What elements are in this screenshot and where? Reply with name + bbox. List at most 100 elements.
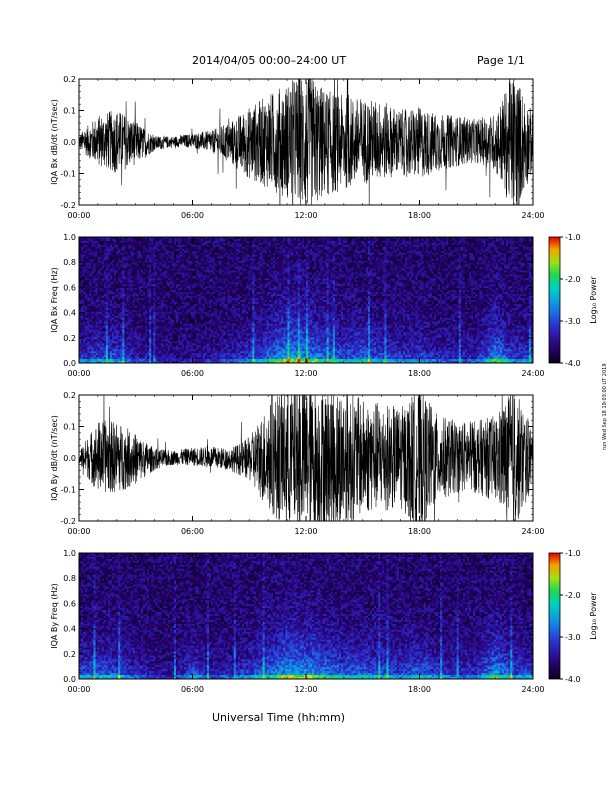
spectrogram-cell bbox=[118, 355, 121, 358]
spectrogram-cell bbox=[155, 278, 158, 281]
spectrogram-cell bbox=[138, 341, 142, 344]
spectrogram-cell bbox=[93, 254, 96, 258]
spectrogram-cell bbox=[159, 260, 162, 263]
spectrogram-cell bbox=[140, 288, 144, 291]
spectrogram-cell bbox=[167, 256, 171, 260]
spectrogram-cell bbox=[159, 339, 162, 342]
spectrogram-cell bbox=[163, 359, 167, 362]
spectrogram-cell bbox=[140, 353, 144, 356]
spectrogram-cell bbox=[153, 242, 156, 246]
spectrogram-cell bbox=[120, 357, 123, 360]
spectrogram-cell bbox=[163, 307, 167, 311]
spectrogram-cell bbox=[128, 244, 131, 248]
spectrogram-cell bbox=[140, 355, 144, 358]
spectrogram-cell bbox=[109, 264, 113, 267]
spectrogram-cell bbox=[153, 270, 156, 273]
spectrogram-cell bbox=[116, 311, 119, 315]
spectrogram-cell bbox=[122, 300, 125, 303]
spectrogram-cell bbox=[107, 327, 111, 330]
spectrogram-cell bbox=[145, 250, 148, 254]
spectrogram-cell bbox=[171, 325, 175, 328]
spectrogram-cell bbox=[107, 256, 111, 260]
spectrogram-cell bbox=[140, 250, 144, 254]
spectrogram-cell bbox=[95, 256, 98, 260]
spectrogram-cell bbox=[83, 238, 86, 242]
spectrogram-cell bbox=[101, 282, 105, 285]
spectrogram-cell bbox=[97, 250, 101, 254]
spectrogram-cell bbox=[155, 294, 158, 297]
spectrogram-cell bbox=[142, 307, 146, 311]
spectrogram-cell bbox=[99, 276, 103, 279]
spectrogram-cell bbox=[132, 349, 136, 352]
spectrogram-cell bbox=[85, 307, 88, 311]
spectrogram-cell bbox=[136, 307, 140, 311]
spectrogram-cell bbox=[167, 296, 171, 299]
spectrogram-cell bbox=[130, 307, 134, 311]
spectrogram-cell bbox=[99, 327, 103, 330]
spectrogram-cell bbox=[116, 262, 119, 265]
spectrogram-cell bbox=[147, 315, 150, 319]
spectrogram-cell bbox=[101, 335, 105, 338]
spectrogram-cell bbox=[165, 333, 169, 336]
spectrogram-cell bbox=[163, 319, 167, 323]
spectrogram-cell bbox=[167, 343, 171, 346]
spectrogram-cell bbox=[140, 294, 144, 297]
spectrogram-cell bbox=[79, 268, 82, 271]
spectrogram-cell bbox=[167, 292, 171, 295]
spectrogram-cell bbox=[116, 248, 119, 252]
spectrogram-cell bbox=[136, 353, 140, 356]
spectrogram-cell bbox=[142, 288, 146, 291]
spectrogram-cell bbox=[132, 254, 136, 258]
spectrogram-cell bbox=[85, 280, 88, 283]
spectrogram-cell bbox=[173, 288, 177, 291]
spectrogram-cell bbox=[103, 335, 107, 338]
figure-title: 2014/04/05 00:00–24:00 UT bbox=[192, 54, 346, 67]
spectrogram-cell bbox=[163, 361, 167, 364]
spectrogram-cell bbox=[83, 252, 86, 256]
spectrogram-cell bbox=[107, 282, 111, 285]
spectrogram-cell bbox=[105, 347, 109, 350]
spectrogram-cell bbox=[173, 238, 177, 242]
spectrogram-cell bbox=[159, 284, 162, 287]
spectrogram-cell bbox=[83, 278, 86, 281]
spectrogram-cell bbox=[116, 240, 119, 244]
spectrogram-cell bbox=[167, 290, 171, 293]
spectrogram-cell bbox=[83, 262, 86, 265]
spectrogram-cell bbox=[79, 288, 82, 291]
spectrogram-cell bbox=[97, 307, 101, 311]
spectrogram-cell bbox=[163, 272, 167, 275]
spectrogram-cell bbox=[85, 345, 88, 348]
spectrogram-cell bbox=[95, 294, 98, 297]
spectrogram-cell bbox=[171, 321, 175, 325]
spectrogram-cell bbox=[149, 345, 152, 348]
spectrogram-cell bbox=[153, 335, 156, 338]
spectrogram-cell bbox=[165, 292, 169, 295]
spectrogram-cell bbox=[83, 361, 86, 364]
spectrogram-cell bbox=[116, 290, 119, 293]
spectrogram-cell bbox=[153, 268, 156, 271]
spectrogram-cell bbox=[122, 311, 125, 315]
spectrogram-cell bbox=[140, 335, 144, 338]
spectrogram-cell bbox=[138, 272, 142, 275]
spectrogram-cell bbox=[83, 254, 86, 258]
spectrogram-cell bbox=[81, 264, 84, 267]
spectrogram-cell bbox=[85, 254, 88, 258]
spectrogram-cell bbox=[142, 248, 146, 252]
spectrogram-cell bbox=[128, 248, 131, 252]
spectrogram-cell bbox=[99, 331, 103, 334]
spectrogram-cell bbox=[118, 307, 121, 311]
spectrogram-cell bbox=[130, 274, 134, 277]
spectrogram-cell bbox=[116, 319, 119, 323]
spectrogram-cell bbox=[136, 305, 140, 309]
spectrogram-cell bbox=[112, 288, 115, 291]
spectrogram-cell bbox=[95, 331, 98, 334]
spectrogram-cell bbox=[103, 248, 107, 252]
spectrogram-cell bbox=[134, 282, 138, 285]
spectrogram-cell bbox=[91, 353, 94, 356]
spectrogram-cell bbox=[95, 262, 98, 265]
spectrogram-cell bbox=[134, 345, 138, 348]
spectrogram-cell bbox=[140, 331, 144, 334]
spectrogram-cell bbox=[155, 361, 158, 364]
spectrogram-cell bbox=[153, 258, 156, 262]
